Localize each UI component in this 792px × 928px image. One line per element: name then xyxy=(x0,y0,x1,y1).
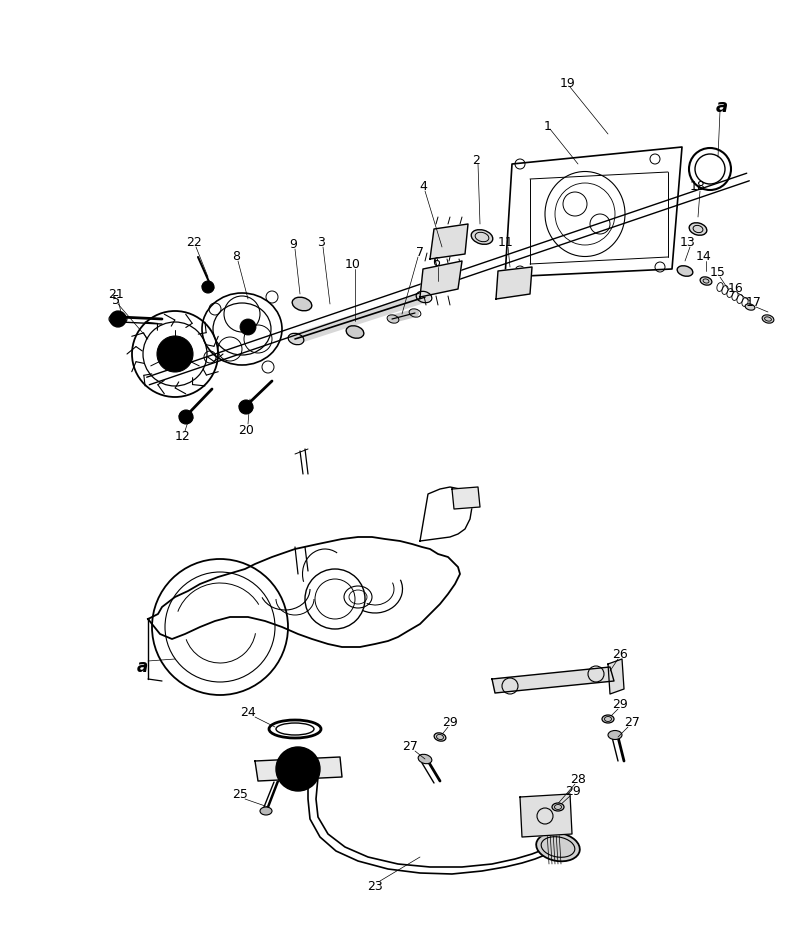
Ellipse shape xyxy=(552,803,564,811)
Text: 2: 2 xyxy=(472,153,480,166)
Text: 28: 28 xyxy=(570,773,586,786)
Text: 11: 11 xyxy=(498,237,514,250)
Text: 7: 7 xyxy=(416,246,424,259)
Ellipse shape xyxy=(418,754,432,764)
Text: 26: 26 xyxy=(612,648,628,661)
Text: 14: 14 xyxy=(696,251,712,264)
Text: 20: 20 xyxy=(238,423,254,436)
Text: 6: 6 xyxy=(432,256,440,269)
Text: 5: 5 xyxy=(112,293,120,306)
Polygon shape xyxy=(452,487,480,509)
Text: 13: 13 xyxy=(680,237,696,250)
Circle shape xyxy=(179,410,193,424)
Polygon shape xyxy=(608,659,624,694)
Text: 24: 24 xyxy=(240,705,256,718)
Polygon shape xyxy=(496,267,532,300)
Ellipse shape xyxy=(608,730,622,740)
Ellipse shape xyxy=(434,733,446,741)
Text: 17: 17 xyxy=(746,296,762,309)
Circle shape xyxy=(292,763,304,775)
Circle shape xyxy=(157,337,193,373)
Text: 29: 29 xyxy=(565,785,581,798)
Circle shape xyxy=(240,319,256,336)
Ellipse shape xyxy=(677,266,693,277)
Ellipse shape xyxy=(762,316,774,324)
Text: 27: 27 xyxy=(402,740,418,753)
Circle shape xyxy=(202,282,214,293)
Text: 19: 19 xyxy=(560,76,576,89)
Polygon shape xyxy=(255,757,342,781)
Ellipse shape xyxy=(700,277,712,286)
Text: 10: 10 xyxy=(345,258,361,271)
Text: 27: 27 xyxy=(624,715,640,728)
Ellipse shape xyxy=(346,327,364,339)
Ellipse shape xyxy=(536,832,580,861)
Ellipse shape xyxy=(745,304,755,311)
Polygon shape xyxy=(430,225,468,260)
Text: 29: 29 xyxy=(442,715,458,728)
Polygon shape xyxy=(505,148,682,277)
Text: 16: 16 xyxy=(728,282,744,295)
Text: a: a xyxy=(136,657,147,676)
Polygon shape xyxy=(520,794,572,837)
Ellipse shape xyxy=(292,298,312,312)
Circle shape xyxy=(276,747,320,792)
Circle shape xyxy=(239,401,253,415)
Text: 9: 9 xyxy=(289,238,297,251)
Circle shape xyxy=(110,312,126,328)
Ellipse shape xyxy=(689,224,706,236)
Polygon shape xyxy=(148,537,460,648)
Polygon shape xyxy=(420,487,472,541)
Text: 3: 3 xyxy=(317,237,325,250)
Text: 1: 1 xyxy=(544,120,552,133)
Text: 12: 12 xyxy=(175,430,191,443)
Text: 23: 23 xyxy=(367,880,383,893)
Text: 25: 25 xyxy=(232,788,248,801)
Text: 15: 15 xyxy=(710,266,726,279)
Text: 22: 22 xyxy=(186,237,202,250)
Ellipse shape xyxy=(471,230,493,245)
Text: 8: 8 xyxy=(232,251,240,264)
Text: 4: 4 xyxy=(419,180,427,193)
Polygon shape xyxy=(420,262,462,298)
Polygon shape xyxy=(492,667,614,693)
Text: 18: 18 xyxy=(690,180,706,193)
Circle shape xyxy=(167,347,183,363)
Text: a: a xyxy=(716,97,728,116)
Text: 29: 29 xyxy=(612,698,628,711)
Ellipse shape xyxy=(602,715,614,723)
Ellipse shape xyxy=(260,807,272,815)
Text: 21: 21 xyxy=(109,289,124,302)
